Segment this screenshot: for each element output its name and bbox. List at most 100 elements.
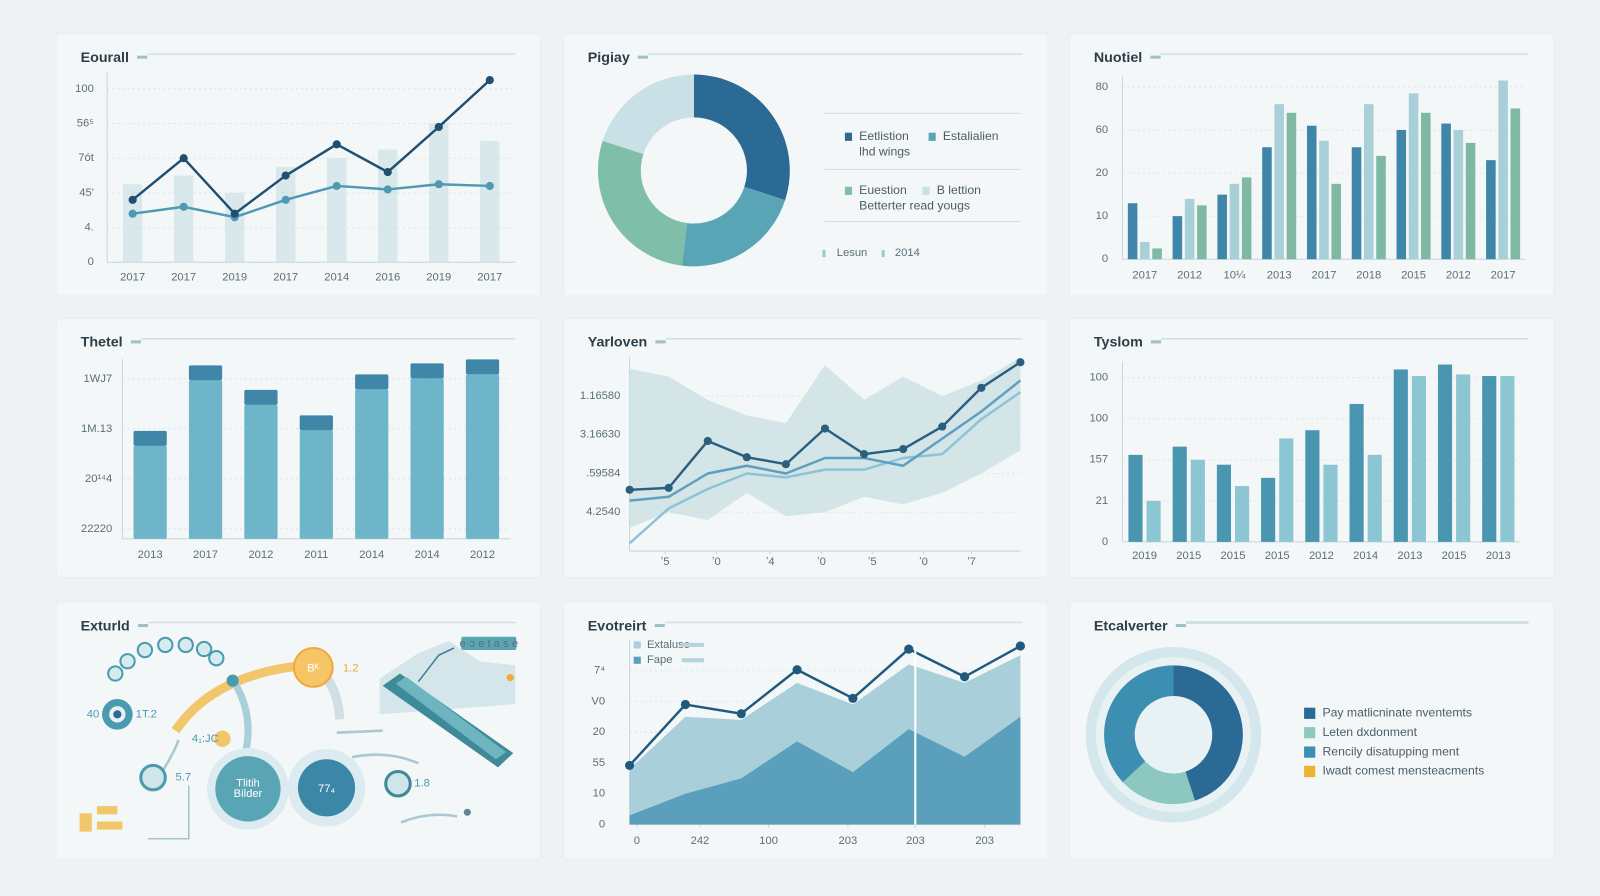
- point: [664, 483, 673, 492]
- point: [434, 122, 443, 132]
- x-tick-label: 203: [839, 835, 858, 847]
- point: [1015, 641, 1025, 651]
- panel-title: Etcalverter: [1094, 618, 1168, 634]
- line: [132, 183, 490, 219]
- trend: [417, 647, 455, 683]
- y-tick-label: 0: [1102, 536, 1108, 548]
- bar: [1323, 464, 1338, 542]
- info-label: 77₄: [318, 783, 335, 795]
- bar: [1286, 112, 1297, 260]
- bar: [1319, 140, 1329, 260]
- y-tick-label: V0: [591, 695, 605, 707]
- bar-segment: [355, 374, 389, 390]
- legend-label: Iwadt comest mensteacments: [1322, 764, 1484, 778]
- y-tick-label: 1M.13: [81, 423, 112, 435]
- bar: [1190, 459, 1205, 542]
- x-tick-label: 2012: [248, 549, 273, 561]
- point: [128, 195, 137, 204]
- x-tick-label: 2015: [1265, 550, 1290, 562]
- dot-c: [384, 769, 412, 798]
- x-tick-label: 2017: [477, 272, 502, 284]
- x-tick-label: 0: [634, 835, 640, 847]
- icon-a: [79, 813, 92, 832]
- bar: [480, 140, 500, 263]
- dot: [226, 674, 239, 687]
- bar: [1421, 112, 1431, 260]
- bar: [1367, 454, 1382, 542]
- legend-label: Pay matlicninate nventemts: [1322, 706, 1472, 720]
- info-label: Tlitih: [236, 778, 260, 790]
- icon-c: [96, 821, 123, 830]
- legend-swatch: [928, 132, 936, 141]
- panel-title: Tyslom: [1094, 335, 1143, 351]
- y-tick-label: 20: [593, 726, 605, 738]
- x-tick-label: 10¼: [1223, 270, 1245, 282]
- y-tick-label: 10: [593, 788, 605, 800]
- y-tick-label: 4.: [85, 222, 94, 234]
- x-tick-label: 2019: [222, 272, 247, 284]
- line: [628, 391, 1022, 545]
- x-tick-label: ʼ4: [766, 556, 775, 568]
- x-tick-label: 2013: [1486, 550, 1511, 562]
- bar: [1216, 464, 1231, 542]
- point: [959, 672, 970, 682]
- legend-note: lhd wings: [859, 144, 910, 158]
- x-tick-label: 2012: [470, 549, 495, 561]
- bar: [276, 166, 296, 263]
- legend-label: Estalialien: [943, 129, 999, 143]
- circle-b: [297, 759, 356, 817]
- bar-segment: [133, 430, 167, 446]
- x-tick-label: ʼ0: [817, 556, 826, 568]
- x-tick-label: 2015: [1176, 550, 1201, 562]
- bar-segment: [355, 389, 389, 539]
- y-tick-label: 55: [593, 757, 605, 769]
- panel-title: Thetel: [81, 335, 123, 351]
- x-tick-label: 203: [906, 835, 925, 847]
- icon-b: [96, 806, 118, 815]
- bar-segment: [244, 404, 278, 539]
- bar: [1197, 205, 1207, 260]
- badge-yellow: [292, 646, 334, 688]
- y-tick-label: 0: [599, 818, 605, 830]
- bar-segment: [244, 389, 278, 405]
- bar: [1241, 177, 1252, 260]
- arc-teal: [229, 677, 252, 757]
- dot-yellow: [214, 730, 231, 747]
- info-label: 1.2: [343, 662, 359, 674]
- point: [904, 644, 914, 654]
- bar: [1349, 403, 1364, 542]
- legend-swatch: [1304, 746, 1316, 758]
- bar: [1408, 93, 1419, 260]
- point: [281, 171, 290, 180]
- legend-swatch: [1304, 707, 1316, 719]
- point: [179, 202, 188, 211]
- dot-gray: [463, 808, 471, 816]
- slice: [597, 140, 688, 266]
- bar: [1127, 203, 1138, 260]
- circle-a: [215, 756, 281, 822]
- legend-swatch: [844, 132, 853, 141]
- x-tick-label: ʼ0: [919, 556, 928, 568]
- legend-label: Rencily disatupping ment: [1322, 744, 1459, 758]
- bar: [122, 184, 143, 263]
- diagonal-bar-light: [395, 676, 507, 760]
- legend-swatch: [633, 641, 641, 649]
- point: [485, 181, 494, 191]
- x-tick-label: ʼ5: [868, 556, 877, 568]
- point: [781, 460, 790, 469]
- gear: [119, 653, 136, 670]
- bar: [1261, 477, 1276, 542]
- y-tick-label: 20¹⁴4: [85, 473, 112, 485]
- x-tick-label: 2015: [1442, 550, 1467, 562]
- x-tick-label: 2013: [1267, 270, 1292, 282]
- legend-label: Eetlistion: [859, 129, 909, 143]
- point: [792, 665, 802, 675]
- tag: [461, 636, 517, 651]
- legend-label: Fape: [647, 654, 673, 666]
- info-label: 40: [87, 708, 99, 720]
- bar-segment: [188, 365, 223, 381]
- x-tick-label: 2015: [1221, 550, 1246, 562]
- line: [628, 644, 1021, 767]
- x-tick-label: 2012: [1177, 270, 1202, 282]
- bar: [1229, 183, 1240, 260]
